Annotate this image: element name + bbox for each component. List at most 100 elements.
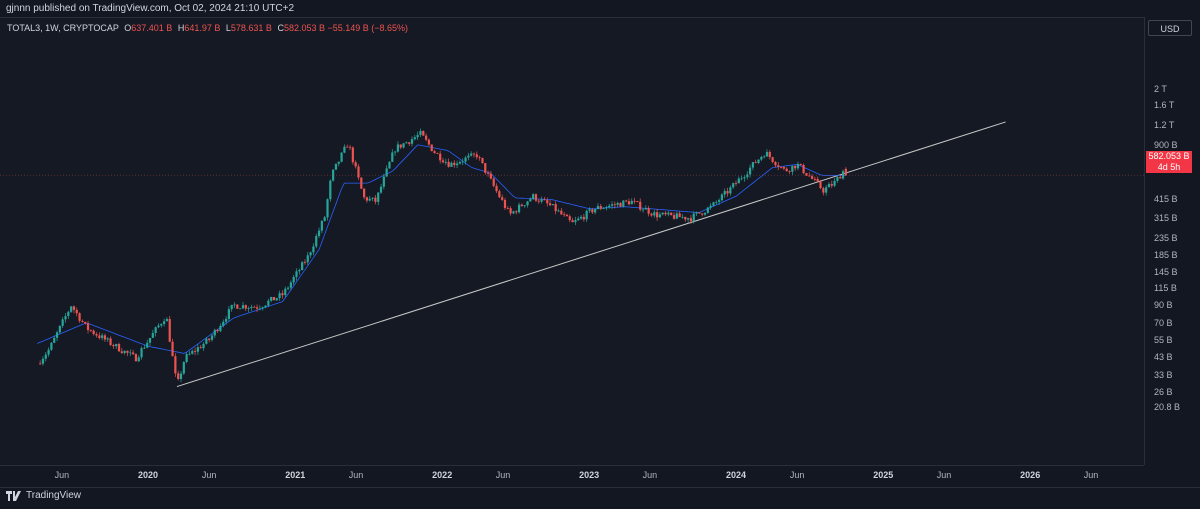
candle-body <box>543 199 546 201</box>
candle-body <box>75 309 78 314</box>
candle-body <box>394 151 397 153</box>
candle-body <box>706 207 709 213</box>
candle-body <box>379 186 383 193</box>
candle-body <box>481 157 484 164</box>
candle-body <box>264 305 267 308</box>
candle-body <box>292 277 295 283</box>
price-tick-label: 90 B <box>1154 300 1173 311</box>
candle-body <box>532 194 535 199</box>
candle-body <box>67 311 70 317</box>
candle-body <box>546 200 549 204</box>
candle-body <box>348 146 352 148</box>
candle-body <box>557 210 560 212</box>
candle-body <box>526 201 529 206</box>
candle-body <box>329 180 332 200</box>
candle-body <box>740 178 743 180</box>
publish-header: gjnnn published on TradingView.com, Oct … <box>0 0 1200 17</box>
candle-body <box>774 161 777 166</box>
time-tick-label: 2023 <box>579 470 600 480</box>
time-axis[interactable] <box>0 465 1144 488</box>
candle-body <box>371 197 374 199</box>
candle-body <box>816 178 819 182</box>
candle-body <box>103 335 107 340</box>
candle-body <box>746 174 749 178</box>
candle-body <box>436 153 439 154</box>
candle-body <box>385 168 388 177</box>
candle-body <box>391 152 394 162</box>
candle-body <box>709 205 712 208</box>
candle-body <box>261 307 264 309</box>
candle-body <box>554 204 557 212</box>
candle-body <box>619 202 622 207</box>
candle-body <box>143 347 146 349</box>
candle-body <box>126 350 129 353</box>
candle-body <box>520 204 523 207</box>
candle-body <box>171 341 174 357</box>
candle-body <box>174 356 177 374</box>
candle-body <box>701 213 704 215</box>
chart-plot-area[interactable] <box>0 17 1144 466</box>
time-tick-label: Jun <box>348 470 364 480</box>
candle-body <box>334 163 338 170</box>
candle-body <box>777 165 780 167</box>
candle-body <box>726 191 729 194</box>
candle-body <box>627 201 631 205</box>
candle-body <box>501 197 504 200</box>
candle-body <box>44 354 47 359</box>
candle-body <box>255 307 259 309</box>
price-axis[interactable] <box>1144 17 1200 465</box>
price-tick-label: 20.8 B <box>1154 402 1181 413</box>
candle-body <box>796 163 800 169</box>
candle-body <box>64 316 67 320</box>
candle-body <box>574 220 577 223</box>
candle-body <box>315 235 318 247</box>
price-tick-label: 43 B <box>1154 351 1173 362</box>
candle-body <box>810 176 814 179</box>
candle-body <box>78 313 81 321</box>
candle-body <box>233 304 236 306</box>
candle-body <box>715 201 718 203</box>
candle-body <box>236 304 239 309</box>
candle-body <box>216 329 219 332</box>
candle-body <box>239 308 242 310</box>
candle-body <box>258 308 261 310</box>
candle-body <box>720 194 724 201</box>
candle-body <box>802 164 805 174</box>
price-tick-label: 900 B <box>1154 139 1178 150</box>
candle-body <box>827 184 831 188</box>
time-tick-label: Jun <box>1083 470 1099 480</box>
price-tick-label: 185 B <box>1154 250 1178 261</box>
price-tick-label: 33 B <box>1154 370 1173 381</box>
candle-body <box>267 300 270 306</box>
candle-body <box>222 321 225 326</box>
tradingview-logo[interactable]: TradingView <box>6 490 81 501</box>
publisher-text: gjnnn published on TradingView.com, Oct … <box>6 3 295 14</box>
candle-body <box>667 212 670 215</box>
candle-body <box>537 200 540 202</box>
price-tick-label: 145 B <box>1154 267 1178 278</box>
candle-body <box>625 200 628 202</box>
candle-body <box>117 344 121 352</box>
candle-body <box>323 217 326 221</box>
candle-body <box>534 194 538 201</box>
candle-body <box>523 205 526 207</box>
candle-body <box>55 332 59 338</box>
candle-body <box>241 305 245 309</box>
candle-body <box>306 255 309 263</box>
candle-body <box>416 134 419 138</box>
candle-body <box>610 204 614 206</box>
candle-body <box>509 208 512 214</box>
candle-body <box>230 304 233 310</box>
candle-body <box>517 204 521 213</box>
candle-body <box>377 192 380 202</box>
candle-body <box>81 320 84 322</box>
candle-body <box>464 157 467 162</box>
currency-button[interactable]: USD <box>1148 20 1192 36</box>
candle-body <box>191 350 194 354</box>
candle-body <box>439 153 442 161</box>
candle-body <box>89 330 92 331</box>
candle-body <box>748 167 752 175</box>
candle-body <box>179 373 183 380</box>
candle-body <box>681 216 684 218</box>
candle-body <box>571 220 574 223</box>
